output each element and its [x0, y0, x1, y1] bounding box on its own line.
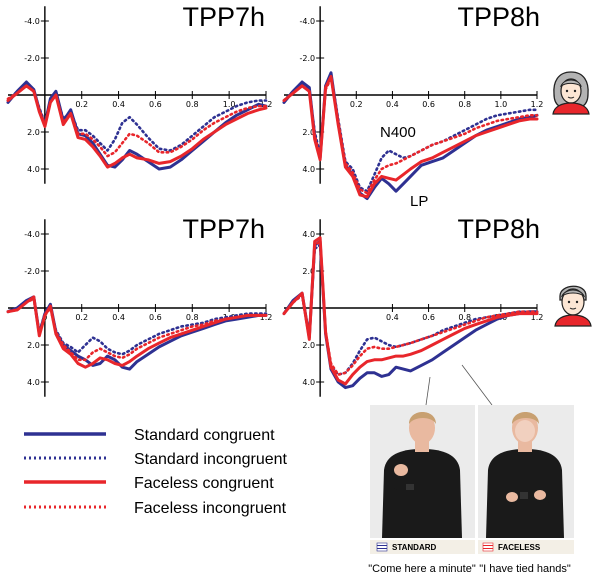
y-tick-label: 2.0 [302, 341, 315, 350]
y-tick-label: 2.0 [27, 128, 40, 137]
x-tick-label: 0.4 [112, 100, 125, 109]
y-tick-label: -4.0 [24, 230, 40, 239]
x-tick-label: 0.8 [186, 313, 199, 322]
x-tick-label: 0.4 [386, 100, 399, 109]
legend-label: Faceless congruent [134, 475, 274, 492]
standard-badge: STANDARD [370, 540, 475, 554]
faceless-caption: "I have tied hands" [479, 563, 571, 575]
chart-panel-bottom-right: TPP8h 4.02.02.04.00.4 0.6 0.8 1.0 1.2 [282, 214, 544, 397]
x-tick-label: 1.2 [531, 100, 544, 109]
woman-avatar-icon [548, 68, 594, 115]
y-tick-label: 2.0 [302, 128, 315, 137]
pointer-line-standard [425, 376, 431, 406]
series-line-standard-incongruent [6, 297, 268, 356]
series-line-faceless-congruent [282, 236, 539, 386]
y-tick-label: 4.0 [302, 378, 315, 387]
standard-photo [370, 405, 475, 538]
series-line-faceless-incongruent [282, 77, 539, 195]
y-tick-label: 4.0 [302, 230, 315, 239]
svg-text:STANDARD: STANDARD [392, 543, 437, 552]
legend-label: Standard congruent [134, 427, 275, 444]
series-line-faceless-congruent [6, 84, 268, 169]
x-tick-label: 0.4 [386, 313, 399, 322]
x-tick-label: 1.2 [260, 313, 273, 322]
standard-flag-icon [376, 542, 388, 552]
series-line-standard-incongruent [6, 82, 268, 152]
x-tick-label: 0.6 [149, 100, 162, 109]
y-tick-label: -4.0 [24, 17, 40, 26]
x-tick-label: 1.2 [260, 100, 273, 109]
y-tick-label: -2.0 [24, 267, 40, 276]
x-tick-label: 0.2 [75, 100, 88, 109]
chart-panel-top-right: TPP8h N400 LP -4.0 -2.0 2.0 4.0 0.2 0.4 0.6 0.8… [282, 2, 544, 210]
chart-panel-bottom-left: TPP7h -4.0-2.02.04.00 0.2 0.4 0.6 0.8 1.0 1.2 [6, 214, 273, 397]
series-line-faceless-incongruent [6, 84, 268, 158]
x-tick-label: 0.8 [458, 313, 471, 322]
x-tick-label: 1.0 [223, 100, 236, 109]
x-tick-label: 0.2 [75, 313, 88, 322]
faceless-badge: FACELESS [478, 540, 574, 554]
pointer-line-faceless [461, 364, 493, 406]
x-tick-label: 0.4 [112, 313, 125, 322]
panel-title: TPP8h [457, 214, 540, 244]
legend-label: Standard incongruent [134, 451, 288, 468]
legend-label: Faceless incongruent [134, 500, 287, 517]
standard-caption: "Come here a minute" [368, 563, 476, 575]
series-line-faceless-incongruent [282, 240, 539, 376]
x-tick-label: 1.2 [531, 313, 544, 322]
x-tick-label: 1.0 [494, 100, 507, 109]
faceless-flag-icon [482, 542, 494, 552]
y-tick-label: -4.0 [300, 17, 316, 26]
panel-title: TPP8h [457, 2, 540, 32]
x-tick-label: 0.8 [458, 100, 471, 109]
y-tick-label: 4.0 [27, 378, 40, 387]
man-avatar-icon [552, 278, 594, 327]
x-tick-label: 0.6 [422, 100, 435, 109]
series-line-faceless-congruent [282, 75, 539, 199]
y-tick-label: 2.0 [302, 267, 315, 276]
y-tick-label: -2.0 [24, 54, 40, 63]
x-tick-label: 0.6 [149, 313, 162, 322]
series-line-faceless-incongruent [6, 297, 268, 362]
x-tick-label: 0.6 [422, 313, 435, 322]
y-tick-label: 2.0 [27, 341, 40, 350]
chart-panel-top-left: TPP7h -4.0 -2.0 2.0 4.0 0.2 0.4 0.6 0.8 1.0 1.2 [6, 2, 273, 184]
y-tick-label: 4.0 [27, 165, 40, 174]
x-tick-label: 0.8 [186, 100, 199, 109]
annotation-lp: LP [410, 193, 428, 210]
annotation-n400: N400 [380, 124, 416, 141]
x-tick-label: 0.2 [350, 100, 363, 109]
panel-title: TPP7h [182, 2, 265, 32]
faceless-photo [478, 405, 574, 538]
legend: Standard congruent Standard incongruent … [24, 427, 288, 517]
y-tick-label: -2.0 [300, 54, 316, 63]
svg-text:FACELESS: FACELESS [498, 543, 541, 552]
panel-title: TPP7h [182, 214, 265, 244]
y-tick-label: 4.0 [302, 165, 315, 174]
